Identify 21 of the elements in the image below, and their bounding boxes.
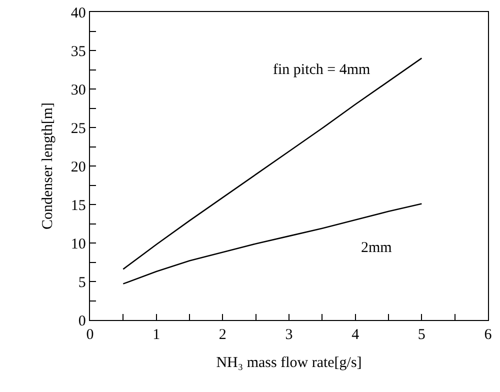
x-tick-label: 4 <box>352 327 360 344</box>
x-tick-label: 6 <box>484 327 492 344</box>
x-tick-label: 2 <box>218 327 226 344</box>
x-tick-label: 1 <box>152 327 160 344</box>
y-axis-title: Condenser length[m] <box>40 102 56 230</box>
y-tick-label: 30 <box>70 82 86 98</box>
x-axis-title: NH₃ mass flow rate[g/s] <box>216 355 362 372</box>
y-tick-label: 5 <box>78 274 86 291</box>
y-tick-label: 20 <box>70 159 86 176</box>
x-tick-label: 3 <box>285 327 293 344</box>
series-label: 2mm <box>361 240 392 256</box>
y-tick-label: 35 <box>70 44 86 60</box>
y-tick-label: 40 <box>70 5 86 22</box>
y-tick-label: 0 <box>78 313 86 330</box>
line-series <box>122 203 422 284</box>
y-tick-label: 10 <box>70 236 86 252</box>
series-label: fin pitch = 4mm <box>273 62 371 78</box>
x-tick-label: 5 <box>418 327 426 344</box>
line-series <box>122 58 422 270</box>
y-tick-label: 25 <box>70 120 86 137</box>
y-tick-label: 15 <box>70 198 86 214</box>
